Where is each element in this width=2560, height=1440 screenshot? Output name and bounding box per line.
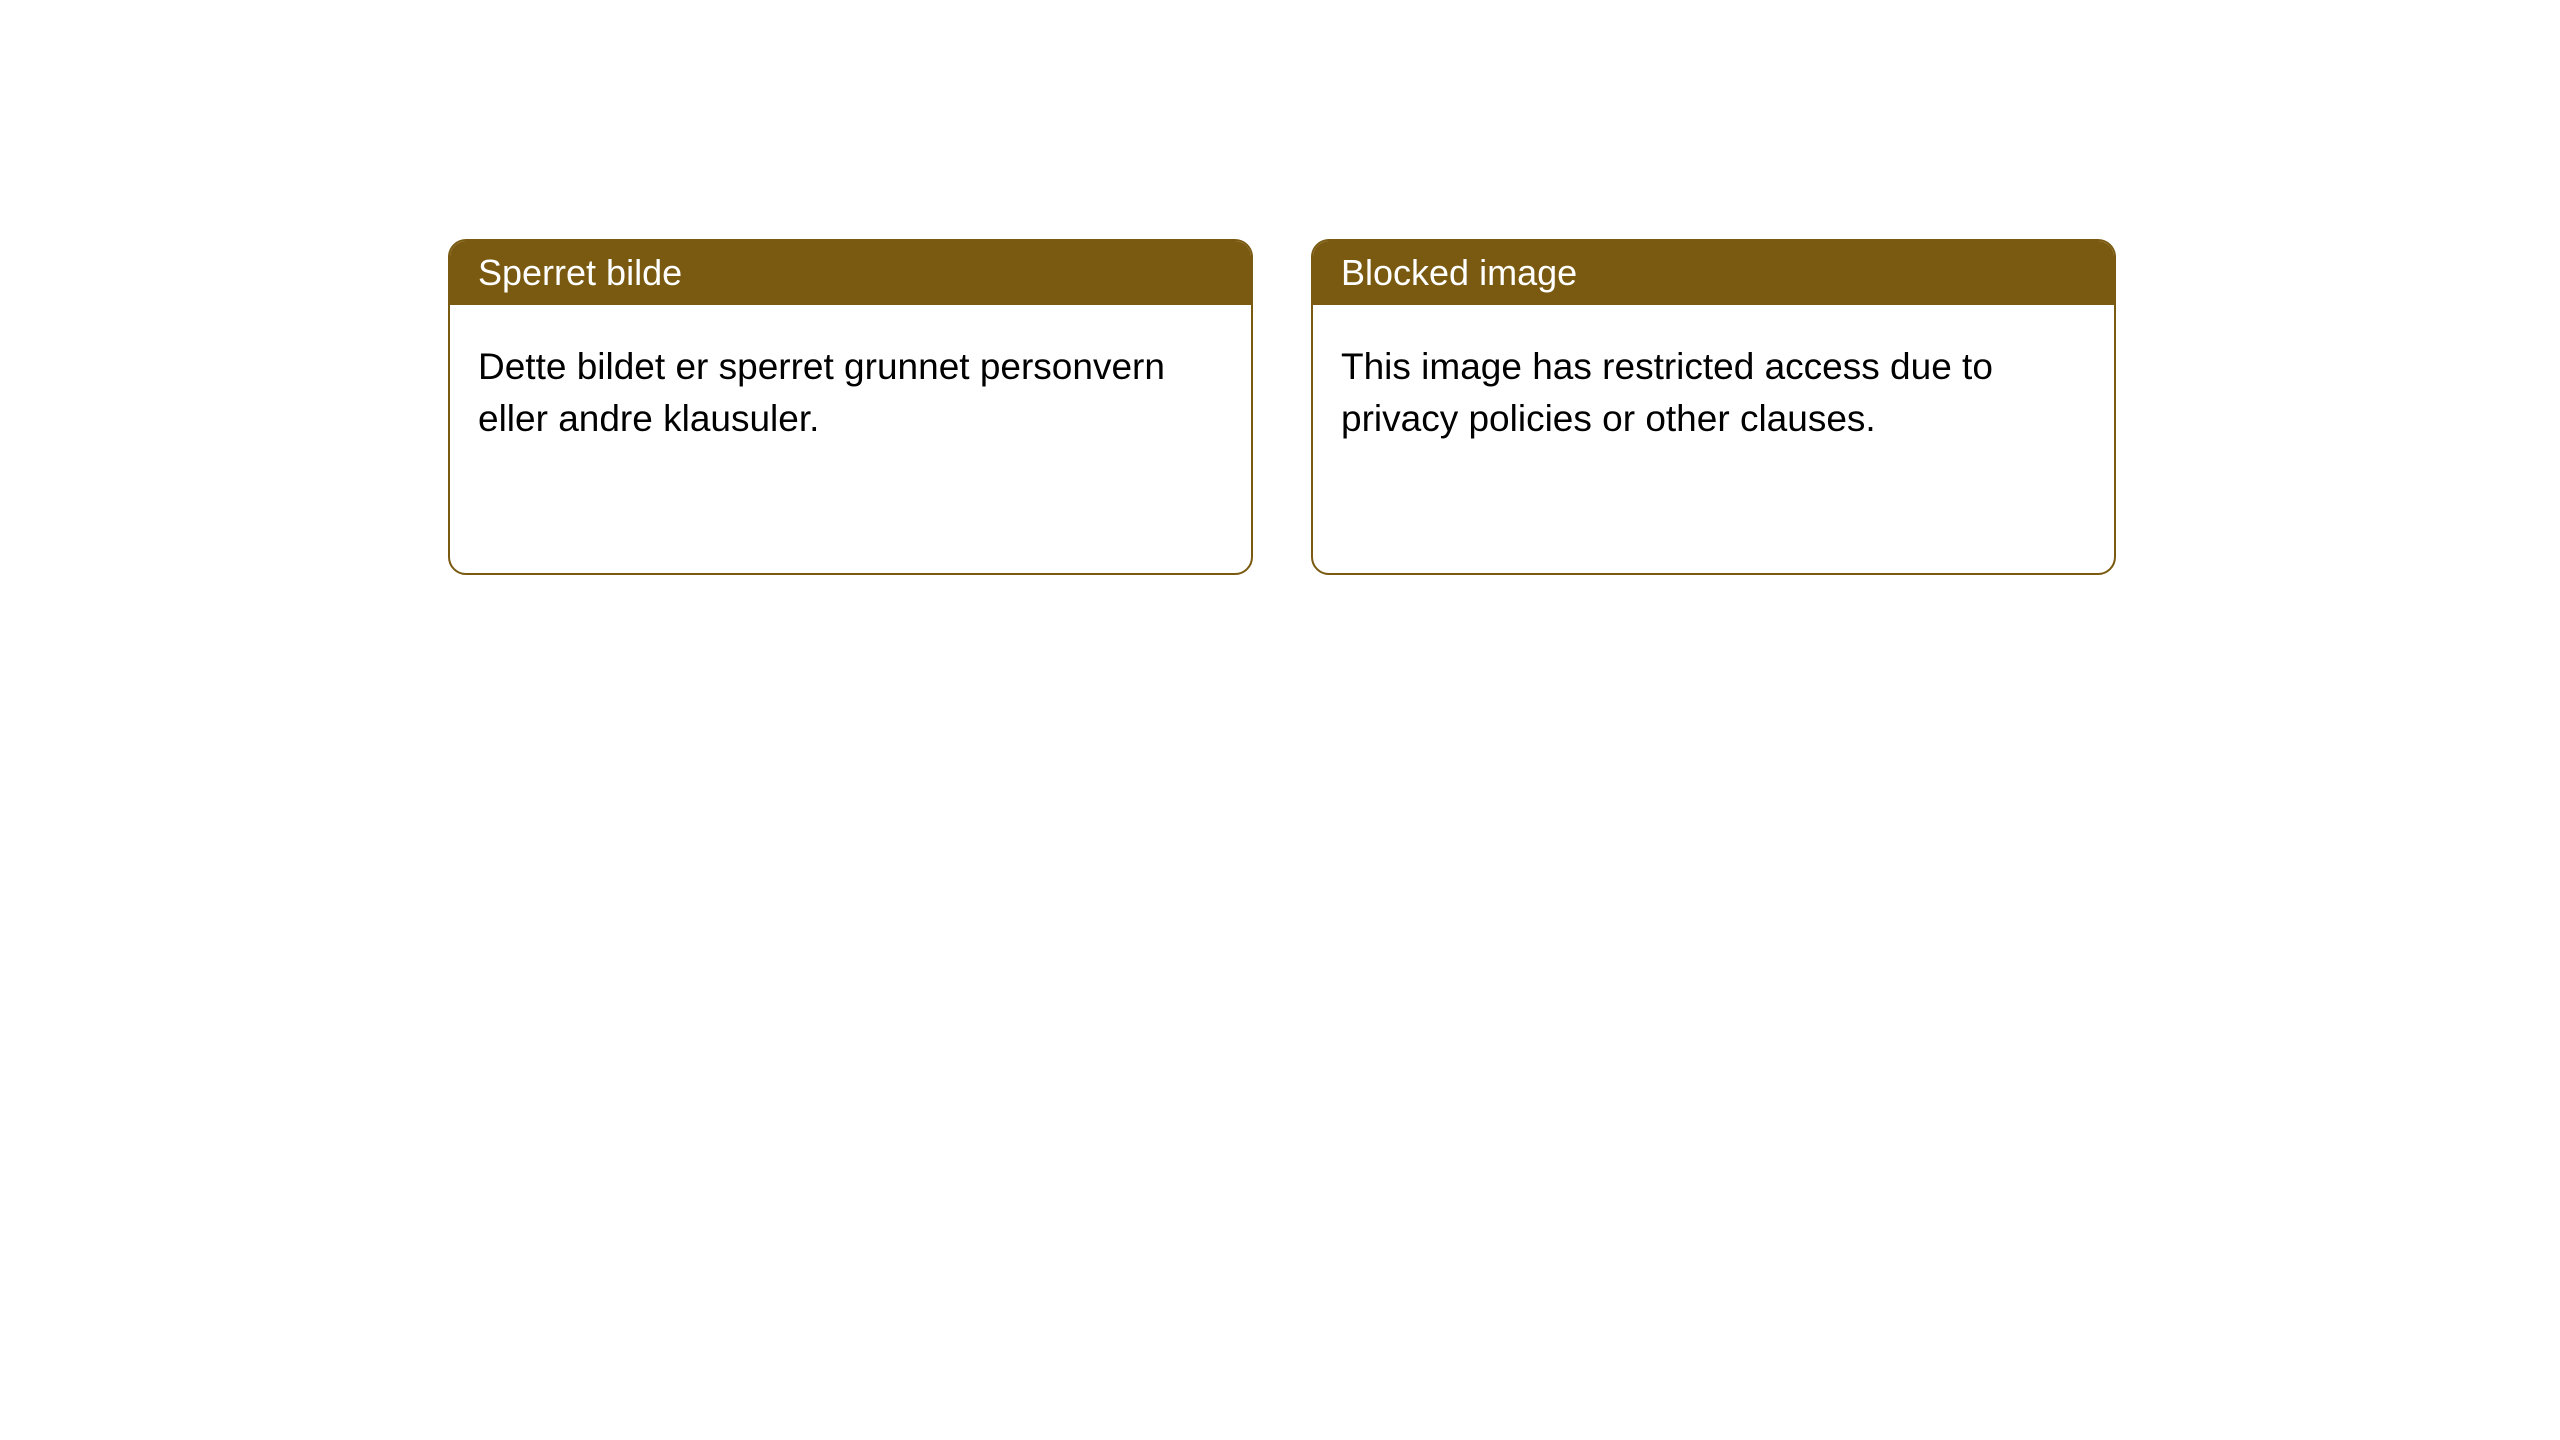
notice-card-english: Blocked image This image has restricted … [1311,239,2116,575]
card-body-text: Dette bildet er sperret grunnet personve… [450,305,1251,481]
notice-card-norwegian: Sperret bilde Dette bildet er sperret gr… [448,239,1253,575]
notice-cards-row: Sperret bilde Dette bildet er sperret gr… [448,239,2116,575]
card-title: Sperret bilde [450,241,1251,305]
card-title: Blocked image [1313,241,2114,305]
card-body-text: This image has restricted access due to … [1313,305,2114,481]
